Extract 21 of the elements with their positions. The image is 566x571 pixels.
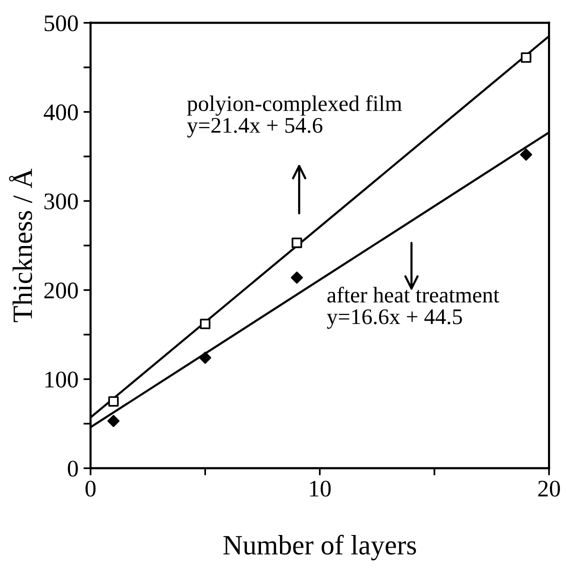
x-tick-label: 0 bbox=[86, 480, 96, 497]
y-tick-label: 100 bbox=[45, 372, 78, 388]
point bbox=[199, 352, 212, 364]
x-tick-label: 20 bbox=[538, 480, 560, 497]
point bbox=[200, 318, 210, 330]
x-axis-title: Number of layers bbox=[223, 534, 416, 560]
y-tick-label: 400 bbox=[44, 104, 78, 120]
y-tick-label: 500 bbox=[44, 15, 78, 32]
x-tick-label: 10 bbox=[310, 480, 331, 497]
y-tick-label: 200 bbox=[44, 282, 78, 298]
point bbox=[107, 414, 120, 428]
y-tick-label: 300 bbox=[44, 193, 78, 210]
point bbox=[520, 52, 532, 63]
point bbox=[520, 148, 532, 161]
point bbox=[292, 238, 302, 248]
point bbox=[108, 396, 119, 407]
y-tick-label: 0 bbox=[68, 460, 78, 477]
annotation: after heat treatment y=16.6x + 44.5 bbox=[326, 286, 500, 329]
y-axis-title: Thickness / Å bbox=[8, 168, 32, 322]
point bbox=[290, 272, 303, 284]
annotation: polyion-complexed film y=21.4x + 54.6 bbox=[187, 95, 402, 138]
